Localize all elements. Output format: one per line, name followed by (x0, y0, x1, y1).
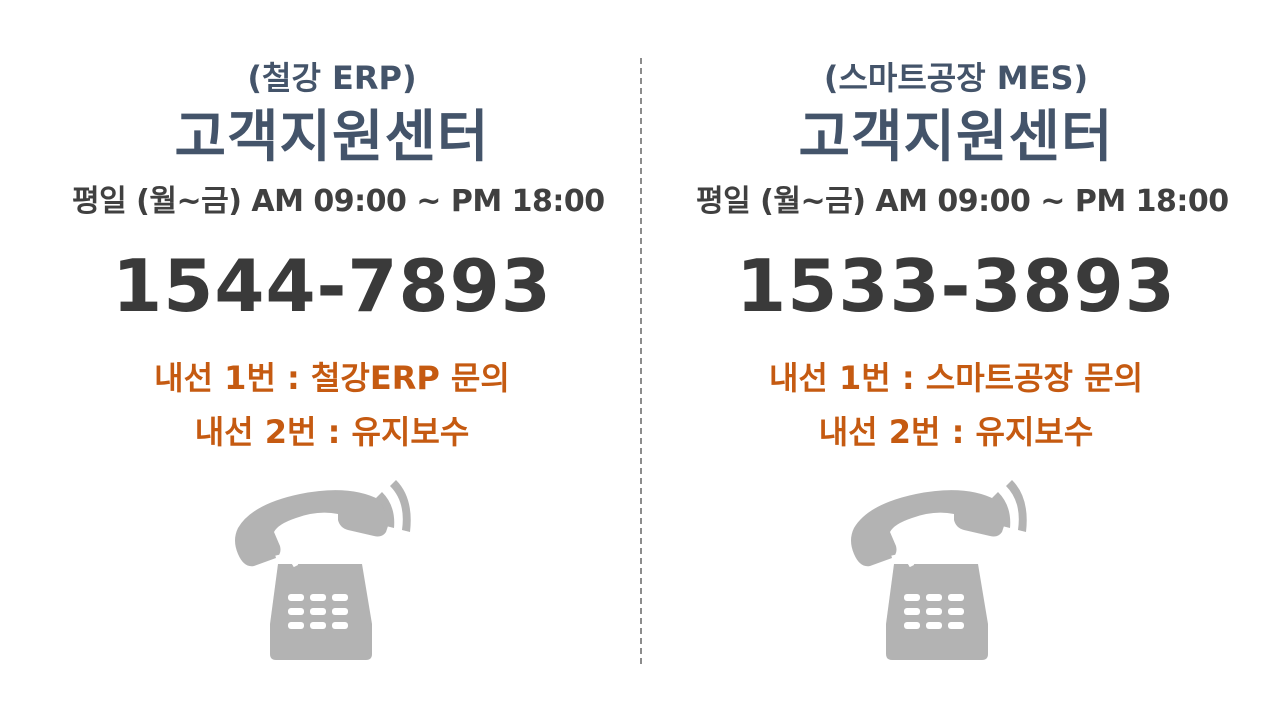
business-hours: 평일 (월~금) AM 09:00 ~ PM 18:00 (72, 184, 605, 219)
extension-1: 내선 1번 : 철강ERP 문의 (154, 359, 510, 397)
panel-subtitle: (스마트공장 MES) (823, 59, 1089, 97)
mes-support-panel: (스마트공장 MES) 고객지원센터 평일 (월~금) AM 09:00 ~ P… (640, 0, 1280, 720)
telephone-icon (851, 480, 1027, 660)
extension-1: 내선 1번 : 스마트공장 문의 (768, 359, 1144, 397)
phone-number: 1533-3893 (736, 244, 1176, 328)
telephone-icon (235, 480, 411, 660)
panel-title: 고객지원센터 (174, 105, 490, 170)
panel-title: 고객지원센터 (798, 105, 1114, 170)
panel-subtitle: (철강 ERP) (247, 59, 417, 97)
panel-divider (640, 58, 642, 664)
extension-2: 내선 2번 : 유지보수 (818, 413, 1094, 451)
business-hours: 평일 (월~금) AM 09:00 ~ PM 18:00 (696, 184, 1229, 219)
extension-2: 내선 2번 : 유지보수 (194, 413, 470, 451)
phone-number: 1544-7893 (112, 244, 552, 328)
erp-support-panel: (철강 ERP) 고객지원센터 평일 (월~금) AM 09:00 ~ PM 1… (72, 59, 605, 660)
